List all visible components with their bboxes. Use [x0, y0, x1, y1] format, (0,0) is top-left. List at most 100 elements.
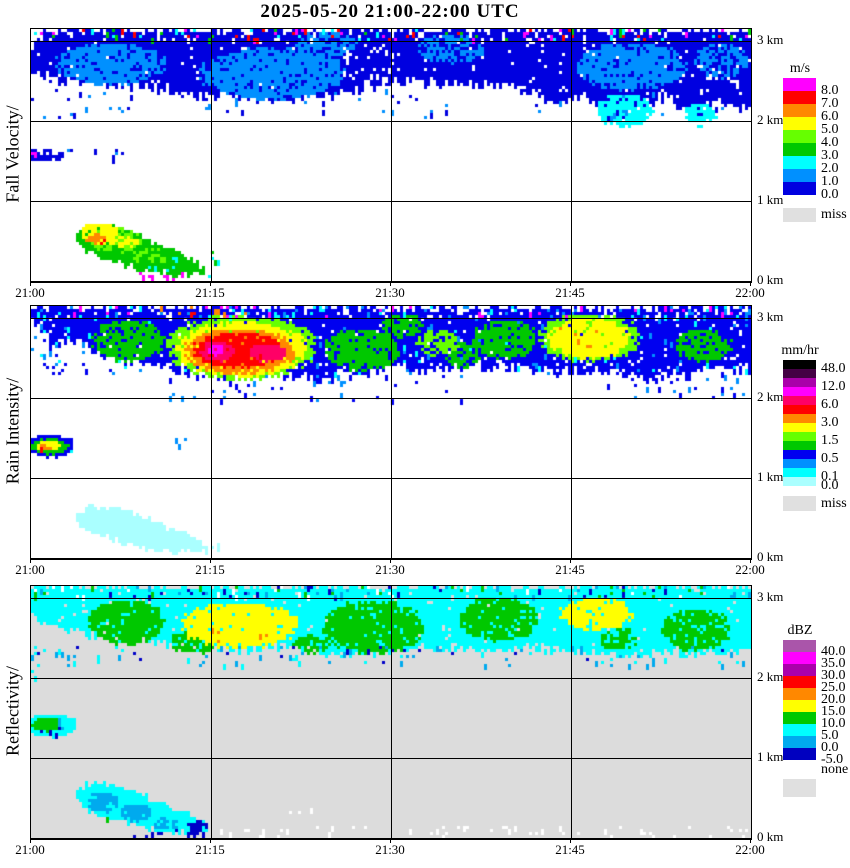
panel-rain-intensity — [30, 305, 752, 560]
colorbar-block — [783, 724, 816, 736]
colorbar-miss-label: none — [821, 762, 849, 777]
colorbar-tick-label: 6.0 — [821, 397, 839, 412]
axis-tick — [750, 559, 751, 563]
colorbar-block — [783, 405, 816, 414]
colorbar-tick-label: 3.0 — [821, 415, 839, 430]
colorbar-block — [783, 104, 816, 117]
axis-tick — [570, 282, 571, 286]
colorbar-tick-label: 35.0 — [821, 656, 846, 671]
colorbar-tick-label: 30.0 — [821, 668, 846, 683]
colorbar-tick-label: 12.0 — [821, 379, 846, 394]
colorbar-tick-label: 8.0 — [821, 83, 839, 98]
gridline-vertical-2145 — [571, 586, 572, 838]
colorbar-block — [783, 459, 816, 468]
colorbar-tick-label: -5.0 — [821, 752, 844, 767]
colorbar-tick-label: 2.0 — [821, 161, 839, 176]
gridline-vertical-2115 — [211, 29, 212, 281]
colorbar-title-fall-velocity: m/s — [789, 61, 811, 76]
colorbar-block — [783, 182, 816, 195]
axis-tick — [570, 559, 571, 563]
colorbar-miss-block — [783, 779, 816, 797]
colorbar-block — [783, 441, 816, 450]
colorbar-block — [783, 360, 816, 369]
colorbar-block — [783, 652, 816, 664]
axis-tick — [30, 839, 31, 843]
colorbar-block — [783, 78, 816, 91]
colorbar-title-rain-intensity: mm/hr — [781, 343, 819, 358]
colorbar-block — [783, 414, 816, 423]
panel-reflectivity — [30, 585, 752, 840]
colorbar-block — [783, 640, 816, 652]
colorbar-tick-label: 5.0 — [821, 122, 839, 137]
axis-tick — [750, 839, 751, 843]
axis-tick — [390, 559, 391, 563]
km-tick-label: 0 km — [757, 829, 784, 844]
y-axis-label-reflectivity: Reflectivity/ — [2, 666, 23, 756]
colorbar-block — [783, 387, 816, 396]
gridline-vertical-2115 — [211, 306, 212, 558]
gridline-vertical-2130 — [391, 306, 392, 558]
colorbar-block — [783, 378, 816, 387]
colorbar-block — [783, 143, 816, 156]
km-tick-label: 0 km — [757, 549, 784, 564]
x-tick-label: 21:15 — [195, 562, 225, 577]
colorbar-tick-label: 0.0 — [821, 478, 839, 493]
x-tick-label: 21:45 — [555, 842, 585, 857]
axis-tick — [30, 559, 31, 563]
colorbar-block — [783, 156, 816, 169]
km-tick-label: 2 km — [757, 389, 784, 404]
colorbar-block — [783, 130, 816, 143]
colorbar-tick-label: 40.0 — [821, 644, 846, 659]
x-tick-label: 21:15 — [195, 285, 225, 300]
colorbar-tick-label: 1.0 — [821, 174, 839, 189]
axis-tick — [30, 282, 31, 286]
km-tick-label: 2 km — [757, 112, 784, 127]
km-tick-label: 1 km — [757, 749, 784, 764]
gridline-vertical-2130 — [391, 586, 392, 838]
gridline-vertical-2115 — [211, 586, 212, 838]
x-tick-label: 21:00 — [15, 842, 45, 857]
axis-tick — [750, 282, 751, 286]
axis-tick — [210, 282, 211, 286]
colorbar-tick-label: 10.0 — [821, 716, 846, 731]
colorbar-block — [783, 748, 816, 760]
colorbar-tick-label: 0.5 — [821, 451, 839, 466]
colorbar-tick-label: 1.5 — [821, 433, 839, 448]
colorbar-block — [783, 736, 816, 748]
colorbar-block — [783, 676, 816, 688]
colorbar-tick-label: 15.0 — [821, 704, 846, 719]
gridline-vertical-2145 — [571, 29, 572, 281]
plot-title: 2025-05-20 21:00-22:00 UTC — [260, 1, 520, 22]
gridline-vertical-2145 — [571, 306, 572, 558]
colorbar-block — [783, 369, 816, 378]
colorbar-block — [783, 117, 816, 130]
colorbar-block — [783, 664, 816, 676]
km-tick-label: 1 km — [757, 469, 784, 484]
colorbar-tick-label: 3.0 — [821, 148, 839, 163]
x-tick-label: 21:00 — [15, 562, 45, 577]
colorbar-block — [783, 396, 816, 405]
colorbar-tick-label: 5.0 — [821, 728, 839, 743]
gridline-vertical-2130 — [391, 29, 392, 281]
axis-tick — [210, 839, 211, 843]
x-tick-label: 21:30 — [375, 842, 405, 857]
x-tick-label: 21:30 — [375, 285, 405, 300]
colorbar-block — [783, 712, 816, 724]
colorbar-tick-label: 6.0 — [821, 109, 839, 124]
colorbar-block — [783, 432, 816, 441]
colorbar-miss-label: miss — [821, 495, 847, 511]
y-axis-label-fall-velocity: Fall Velocity/ — [2, 105, 23, 203]
x-tick-label: 21:15 — [195, 842, 225, 857]
axis-tick — [570, 839, 571, 843]
colorbar-tick-label: 7.0 — [821, 96, 839, 111]
colorbar-block — [783, 423, 816, 432]
km-tick-label: 1 km — [757, 192, 784, 207]
colorbar-title-reflectivity: dBZ — [787, 623, 813, 638]
axis-tick — [210, 559, 211, 563]
colorbar-block — [783, 468, 816, 477]
x-tick-label: 21:45 — [555, 562, 585, 577]
colorbar-miss-label: miss — [821, 207, 847, 222]
colorbar-miss-block — [783, 496, 816, 511]
x-tick-label: 21:30 — [375, 562, 405, 577]
